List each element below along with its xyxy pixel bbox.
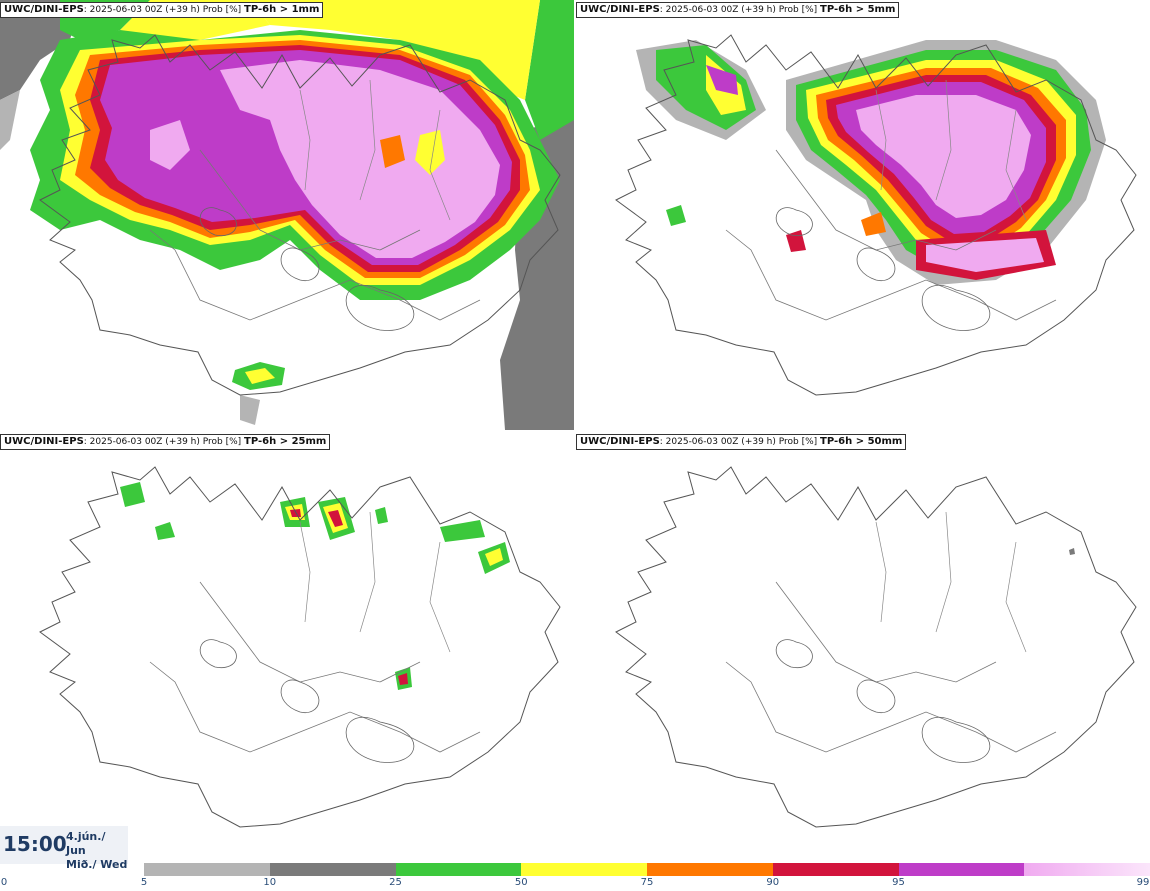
run-info: : 2025-06-03 00Z (+39 h) Prob [%] — [83, 437, 245, 447]
run-info: : 2025-06-03 00Z (+39 h) Prob [%] — [83, 5, 245, 15]
threshold-label: TP-6h > 50mm — [820, 436, 903, 447]
colorbar-segment — [1024, 863, 1150, 876]
run-info: : 2025-06-03 00Z (+39 h) Prob [%] — [659, 437, 821, 447]
valid-date-line-1: 4.jún./ Jun — [66, 830, 106, 857]
probability-map-5mm — [615, 34, 1137, 396]
threshold-label: TP-6h > 1mm — [244, 4, 320, 15]
panel-title: UWC/DINI-EPS: 2025-06-03 00Z (+39 h) Pro… — [0, 434, 331, 450]
model-name: UWC/DINI-EPS — [4, 4, 84, 15]
valid-date: 4.jún./ Jun Mið./ Wed — [66, 830, 128, 872]
threshold-label: TP-6h > 5mm — [820, 4, 896, 15]
colorbar-segment — [144, 863, 271, 876]
valid-date-line-2: Mið./ Wed — [66, 858, 128, 871]
colorbar-segment — [521, 863, 648, 876]
colorbar-tick-label: 10 — [263, 877, 277, 888]
map-panel-25mm: UWC/DINI-EPS: 2025-06-03 00Z (+39 h) Pro… — [0, 432, 574, 862]
probability-map-50mm — [615, 466, 1137, 828]
run-info: : 2025-06-03 00Z (+39 h) Prob [%] — [659, 5, 821, 15]
model-name: UWC/DINI-EPS — [4, 436, 84, 447]
colorbar-tick-label: 50 — [514, 877, 528, 888]
colorbar-segment — [269, 863, 396, 876]
colorbar-tick-label: 99 — [1136, 877, 1150, 888]
map-panel-5mm: UWC/DINI-EPS: 2025-06-03 00Z (+39 h) Pro… — [576, 0, 1150, 430]
colorbar-tick-label: 90 — [766, 877, 780, 888]
colorbar-tick-label: 0 — [0, 877, 8, 888]
colorbar-segment — [395, 863, 522, 876]
colorbar-segment — [647, 863, 774, 876]
colorbar-tick-label: 95 — [892, 877, 905, 888]
probability-map-25mm — [39, 466, 561, 828]
panel-title: UWC/DINI-EPS: 2025-06-03 00Z (+39 h) Pro… — [0, 2, 324, 18]
threshold-label: TP-6h > 25mm — [244, 436, 327, 447]
model-name: UWC/DINI-EPS — [580, 436, 660, 447]
colorbar-tick-label: 5 — [140, 877, 148, 888]
valid-time-box: 15:00 4.jún./ Jun Mið./ Wed — [0, 826, 128, 871]
model-name: UWC/DINI-EPS — [580, 4, 660, 15]
panel-title: UWC/DINI-EPS: 2025-06-03 00Z (+39 h) Pro… — [576, 434, 907, 450]
colorbar-segment — [898, 863, 1025, 876]
probability-map-1mm — [0, 0, 574, 430]
colorbar-segment — [772, 863, 899, 876]
map-panel-1mm: UWC/DINI-EPS: 2025-06-03 00Z (+39 h) Pro… — [0, 0, 574, 430]
colorbar-tick-label: 25 — [389, 877, 402, 888]
map-panel-50mm: UWC/DINI-EPS: 2025-06-03 00Z (+39 h) Pro… — [576, 432, 1150, 862]
colorbar-tick-label: 75 — [640, 877, 654, 888]
panel-title: UWC/DINI-EPS: 2025-06-03 00Z (+39 h) Pro… — [576, 2, 900, 18]
colorbar — [144, 863, 1150, 876]
valid-time: 15:00 — [3, 832, 67, 856]
